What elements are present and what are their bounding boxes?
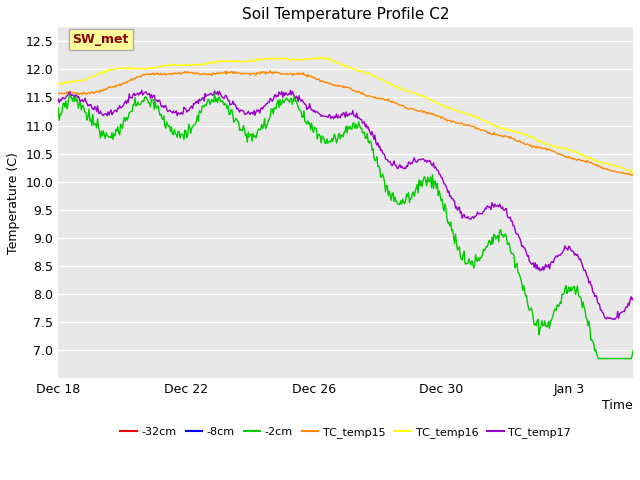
Title: Soil Temperature Profile C2: Soil Temperature Profile C2 (242, 7, 449, 22)
Text: SW_met: SW_met (72, 33, 129, 46)
Y-axis label: Temperature (C): Temperature (C) (7, 152, 20, 254)
Legend: -32cm, -8cm, -2cm, TC_temp15, TC_temp16, TC_temp17: -32cm, -8cm, -2cm, TC_temp15, TC_temp16,… (116, 422, 575, 442)
X-axis label: Time: Time (602, 399, 633, 412)
